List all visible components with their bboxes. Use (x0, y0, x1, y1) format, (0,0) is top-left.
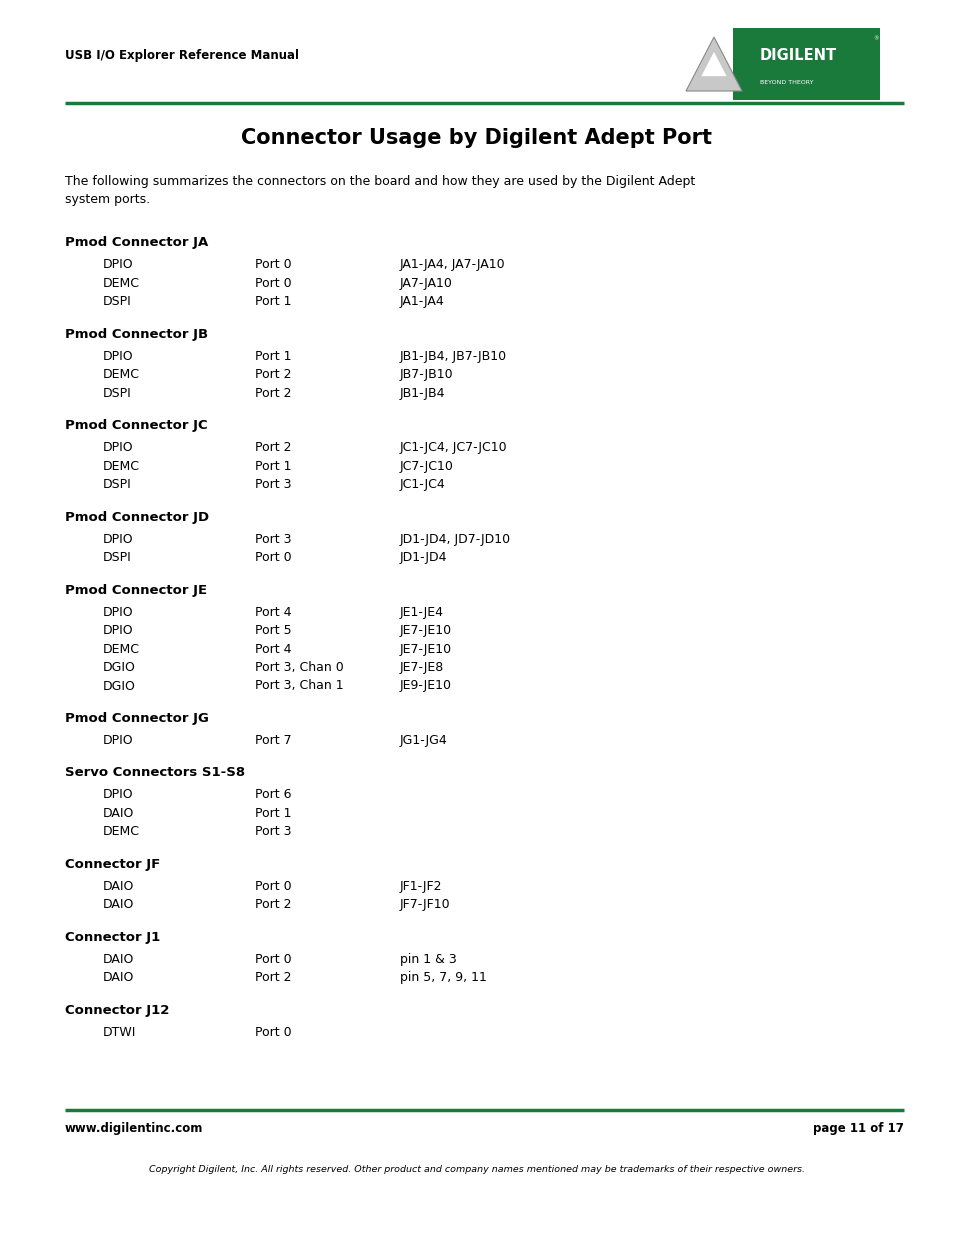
Text: Connector J1: Connector J1 (65, 931, 160, 944)
Text: Port 4: Port 4 (254, 605, 292, 619)
Text: pin 1 & 3: pin 1 & 3 (399, 953, 456, 966)
Text: JE7-JE8: JE7-JE8 (399, 661, 444, 674)
Text: Port 3, Chan 1: Port 3, Chan 1 (254, 679, 343, 693)
Text: Port 5: Port 5 (254, 624, 292, 637)
Text: Port 2: Port 2 (254, 368, 292, 382)
Text: JG1-JG4: JG1-JG4 (399, 734, 447, 747)
Text: Pmod Connector JC: Pmod Connector JC (65, 419, 208, 432)
Text: DPIO: DPIO (103, 624, 133, 637)
Text: DPIO: DPIO (103, 441, 133, 454)
Text: JD1-JD4: JD1-JD4 (399, 551, 447, 564)
Text: DAIO: DAIO (103, 806, 134, 820)
Text: JE7-JE10: JE7-JE10 (399, 624, 452, 637)
Text: Pmod Connector JA: Pmod Connector JA (65, 236, 208, 249)
Text: DPIO: DPIO (103, 734, 133, 747)
Text: DPIO: DPIO (103, 605, 133, 619)
Text: Pmod Connector JB: Pmod Connector JB (65, 327, 208, 341)
Text: Connector J12: Connector J12 (65, 1004, 170, 1016)
Text: Pmod Connector JG: Pmod Connector JG (65, 713, 209, 725)
Text: JB1-JB4: JB1-JB4 (399, 387, 445, 399)
Text: Port 2: Port 2 (254, 972, 292, 984)
Text: DSPI: DSPI (103, 551, 132, 564)
Text: DGIO: DGIO (103, 679, 135, 693)
Text: ®: ® (873, 36, 878, 41)
Text: Port 0: Port 0 (254, 258, 292, 270)
Text: JE9-JE10: JE9-JE10 (399, 679, 452, 693)
Text: Port 2: Port 2 (254, 387, 292, 399)
Text: DSPI: DSPI (103, 295, 132, 308)
Text: JF7-JF10: JF7-JF10 (399, 899, 450, 911)
Text: Port 2: Port 2 (254, 441, 292, 454)
Text: DPIO: DPIO (103, 258, 133, 270)
Text: Port 3, Chan 0: Port 3, Chan 0 (254, 661, 343, 674)
Text: Port 1: Port 1 (254, 295, 292, 308)
Text: Copyright Digilent, Inc. All rights reserved. Other product and company names me: Copyright Digilent, Inc. All rights rese… (149, 1165, 804, 1174)
Text: Port 6: Port 6 (254, 788, 292, 802)
Text: Port 2: Port 2 (254, 899, 292, 911)
Text: DEMC: DEMC (103, 825, 140, 839)
Text: JC7-JC10: JC7-JC10 (399, 459, 454, 473)
Text: JB1-JB4, JB7-JB10: JB1-JB4, JB7-JB10 (399, 350, 507, 363)
Text: DAIO: DAIO (103, 899, 134, 911)
FancyBboxPatch shape (732, 28, 879, 100)
Text: Port 0: Port 0 (254, 551, 292, 564)
Text: USB I/O Explorer Reference Manual: USB I/O Explorer Reference Manual (65, 48, 298, 62)
Text: DSPI: DSPI (103, 478, 132, 492)
Text: Port 1: Port 1 (254, 459, 292, 473)
Text: DEMC: DEMC (103, 368, 140, 382)
Text: DPIO: DPIO (103, 350, 133, 363)
Text: DIGILENT: DIGILENT (760, 48, 836, 63)
Text: Port 3: Port 3 (254, 478, 292, 492)
Text: DAIO: DAIO (103, 953, 134, 966)
Text: DGIO: DGIO (103, 661, 135, 674)
Text: The following summarizes the connectors on the board and how they are used by th: The following summarizes the connectors … (65, 175, 695, 188)
Text: Connector Usage by Digilent Adept Port: Connector Usage by Digilent Adept Port (241, 128, 712, 148)
Text: JE1-JE4: JE1-JE4 (399, 605, 443, 619)
Text: BEYOND THEORY: BEYOND THEORY (760, 79, 813, 84)
Text: JF1-JF2: JF1-JF2 (399, 881, 442, 893)
Text: Pmod Connector JE: Pmod Connector JE (65, 583, 207, 597)
Text: JA7-JA10: JA7-JA10 (399, 277, 453, 289)
Text: Connector JF: Connector JF (65, 858, 160, 871)
Text: DAIO: DAIO (103, 972, 134, 984)
Text: Port 1: Port 1 (254, 806, 292, 820)
Text: JC1-JC4: JC1-JC4 (399, 478, 445, 492)
Text: www.digilentinc.com: www.digilentinc.com (65, 1123, 203, 1135)
Text: page 11 of 17: page 11 of 17 (812, 1123, 903, 1135)
Text: DEMC: DEMC (103, 277, 140, 289)
Text: Port 3: Port 3 (254, 825, 292, 839)
Text: JA1-JA4: JA1-JA4 (399, 295, 444, 308)
Text: DEMC: DEMC (103, 459, 140, 473)
Text: DEMC: DEMC (103, 642, 140, 656)
Text: DTWI: DTWI (103, 1026, 136, 1039)
Text: JE7-JE10: JE7-JE10 (399, 642, 452, 656)
Text: Port 3: Port 3 (254, 532, 292, 546)
Text: Port 0: Port 0 (254, 953, 292, 966)
Text: JC1-JC4, JC7-JC10: JC1-JC4, JC7-JC10 (399, 441, 507, 454)
Text: Port 0: Port 0 (254, 881, 292, 893)
Text: DPIO: DPIO (103, 788, 133, 802)
Text: JB7-JB10: JB7-JB10 (399, 368, 453, 382)
Text: DSPI: DSPI (103, 387, 132, 399)
Text: JD1-JD4, JD7-JD10: JD1-JD4, JD7-JD10 (399, 532, 511, 546)
Text: Port 0: Port 0 (254, 277, 292, 289)
Text: Port 4: Port 4 (254, 642, 292, 656)
Text: Pmod Connector JD: Pmod Connector JD (65, 510, 209, 524)
Text: DPIO: DPIO (103, 532, 133, 546)
Text: Servo Connectors S1-S8: Servo Connectors S1-S8 (65, 767, 245, 779)
Text: system ports.: system ports. (65, 193, 150, 205)
Text: Port 7: Port 7 (254, 734, 292, 747)
Text: Port 0: Port 0 (254, 1026, 292, 1039)
Polygon shape (700, 52, 726, 77)
Text: Port 1: Port 1 (254, 350, 292, 363)
Text: JA1-JA4, JA7-JA10: JA1-JA4, JA7-JA10 (399, 258, 505, 270)
Text: pin 5, 7, 9, 11: pin 5, 7, 9, 11 (399, 972, 486, 984)
Text: DAIO: DAIO (103, 881, 134, 893)
Polygon shape (685, 37, 741, 91)
